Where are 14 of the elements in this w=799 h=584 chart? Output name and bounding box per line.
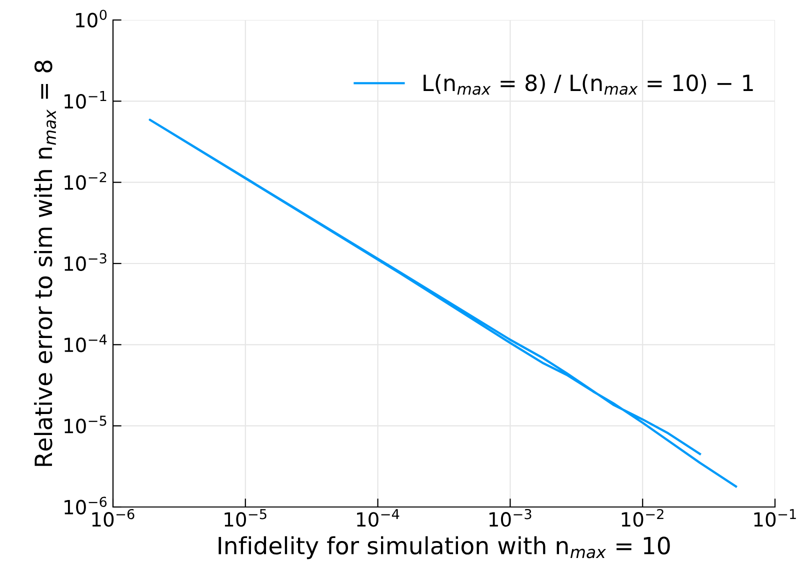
y-tick-label: 10$^{−2}$ — [64, 172, 106, 190]
x-tick-label: 10$^{−1}$ — [754, 509, 796, 527]
y-tick-label: 10$^{−3}$ — [64, 253, 106, 272]
y-tick-label: 10$^{−4}$ — [64, 334, 107, 352]
x-tick-label: 10$^{−5}$ — [224, 509, 266, 527]
x-tick-label: 10$^{−3}$ — [489, 508, 532, 527]
x-tick-label: 10$^{−4}$ — [357, 509, 400, 527]
y-tick-label: 10$^{−5}$ — [64, 416, 106, 434]
y-axis-title: Relative error to sim with n$_{max}$ = 8 — [34, 60, 56, 466]
x-tick-label: 10$^{−2}$ — [622, 508, 664, 527]
y-tick-label: 10$^{−1}$ — [64, 91, 106, 109]
y-tick-label: 10$^{0}$ — [76, 10, 107, 28]
legend-label: L(n$_{max}$ = 8) / L(n$_{max}$ = 10) − 1 — [424, 74, 753, 95]
x-axis-title: Infidelity for simulation with n$_{max}$ = 10 — [218, 536, 670, 560]
